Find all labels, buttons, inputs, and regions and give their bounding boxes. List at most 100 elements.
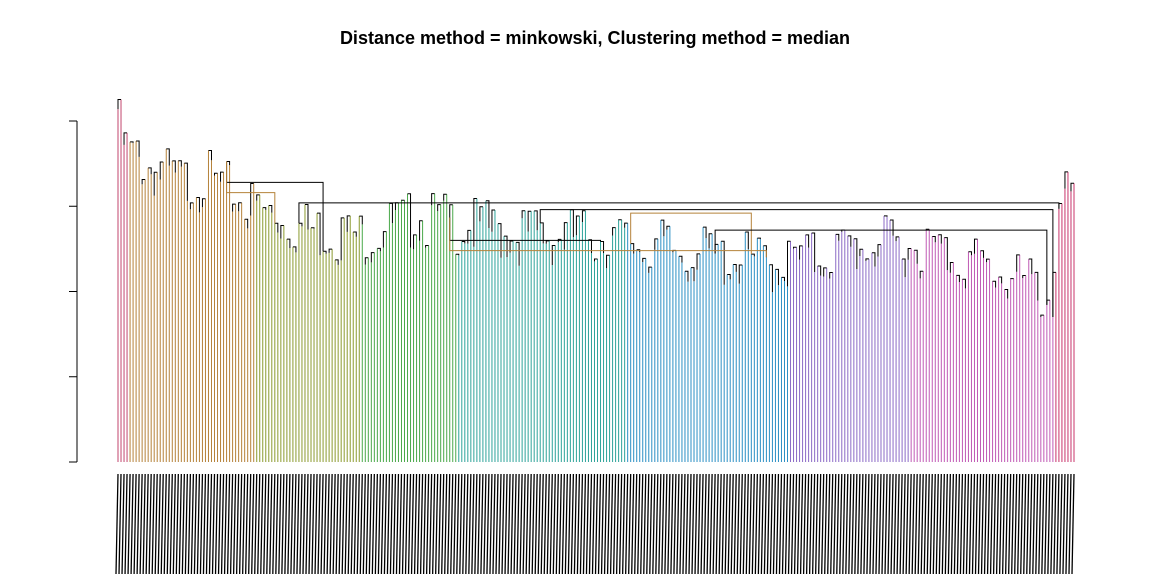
- leaf-pair-merge-14: [201, 198, 206, 208]
- leaf-label-209: [745, 473, 749, 575]
- leaf-label-135: [522, 473, 526, 575]
- leaf-pair-merge-18: [226, 160, 231, 166]
- leaf-label-158: [591, 473, 596, 575]
- leaf-label-297: [1011, 473, 1015, 575]
- leaf-label-280: [959, 473, 964, 575]
- leaf-label-104: [428, 473, 433, 575]
- leaf-label-137: [528, 473, 532, 575]
- leaf-pair-merge-16: [214, 172, 218, 176]
- leaf-pair-merge-34: [323, 250, 327, 254]
- leaf-label-44: [248, 473, 252, 575]
- leaf-pair-merge-153: [1040, 314, 1044, 317]
- dendrogram-merges: [226, 161, 1060, 317]
- leaf-label-38: [229, 473, 234, 575]
- leaf-label-30: [205, 473, 210, 575]
- leaf-pair-merge-124: [865, 258, 869, 261]
- leaf-label-187: [679, 473, 683, 575]
- leaf-label-102: [422, 473, 427, 575]
- leaf-label-150: [567, 473, 572, 575]
- leaf-label-10: [145, 473, 149, 575]
- leaf-pair-merge-81: [606, 254, 610, 269]
- leaf-label-226: [796, 473, 801, 575]
- leaf-label-312: [1056, 473, 1060, 575]
- leaf-pair-merge-138: [949, 262, 954, 273]
- leaf-label-294: [1001, 473, 1006, 575]
- leaf-label-127: [498, 473, 502, 575]
- leaf-label-123: [486, 473, 490, 575]
- leaf-pair-merge-136: [938, 234, 942, 244]
- leaf-label-131: [510, 473, 514, 575]
- leaf-label-111: [450, 473, 454, 575]
- leaf-pair-merge-19: [232, 203, 236, 212]
- leaf-label-45: [251, 473, 255, 575]
- leaf-label-170: [628, 473, 632, 575]
- leaf-pair-merge-65: [509, 240, 514, 253]
- leaf-pair-merge-113: [799, 245, 803, 260]
- leaf-label-42: [242, 473, 246, 575]
- leaf-label-149: [564, 473, 569, 575]
- leaf-pair-merge-7: [159, 161, 164, 180]
- leaf-label-13: [154, 473, 158, 575]
- leaf-label-236: [827, 473, 831, 575]
- leaf-label-109: [444, 473, 448, 575]
- leaf-label-282: [965, 473, 970, 575]
- leaf-pair-merge-135: [932, 236, 936, 243]
- leaf-pair-merge-49: [413, 234, 417, 250]
- leaf-label-250: [869, 473, 873, 575]
- leaf-pair-merge-33: [317, 212, 321, 256]
- leaf-label-228: [802, 473, 807, 575]
- leaf-pair-merge-70: [540, 222, 544, 244]
- leaf-pair-merge-72: [551, 244, 556, 265]
- leaf-label-305: [1035, 473, 1039, 575]
- leaf-label-16: [163, 473, 167, 575]
- leaf-label-61: [299, 473, 303, 575]
- leaf-label-263: [908, 473, 912, 575]
- leaf-pair-merge-127: [884, 215, 888, 217]
- leaf-label-204: [730, 473, 734, 575]
- leaf-label-295: [1005, 473, 1009, 575]
- leaf-label-184: [670, 473, 674, 575]
- leaf-label-106: [435, 473, 439, 575]
- leaf-label-19: [172, 473, 176, 575]
- leaf-label-24: [187, 473, 192, 575]
- leaf-label-87: [377, 473, 382, 575]
- leaf-pair-merge-97: [703, 226, 707, 239]
- leaf-pair-merge-121: [847, 235, 852, 247]
- leaf-label-260: [899, 473, 903, 575]
- leaf-label-77: [347, 473, 351, 575]
- leaf-label-163: [606, 473, 611, 575]
- leaf-label-242: [845, 473, 849, 575]
- leaf-label-247: [860, 473, 864, 575]
- leaf-label-192: [694, 473, 698, 575]
- leaf-pair-merge-80: [600, 240, 605, 254]
- leaf-label-83: [365, 473, 369, 575]
- leaf-label-288: [983, 473, 988, 575]
- leaf-label-194: [700, 473, 704, 575]
- leaf-pair-merge-126: [877, 244, 881, 257]
- leaf-label-148: [561, 473, 565, 575]
- leaf-label-216: [766, 473, 771, 575]
- leaf-label-299: [1017, 473, 1021, 575]
- leaf-pair-merge-54: [443, 193, 447, 201]
- leaf-label-252: [875, 473, 879, 575]
- leaf-label-191: [691, 473, 695, 575]
- leaf-pair-merge-109: [775, 268, 779, 286]
- leaf-pair-merge-52: [431, 193, 435, 206]
- leaf-label-40: [235, 473, 240, 575]
- leaf-label-221: [781, 473, 786, 575]
- leaf-label-261: [902, 473, 906, 575]
- leaf-label-276: [947, 473, 952, 575]
- leaf-label-154: [579, 473, 584, 575]
- leaf-label-178: [652, 473, 656, 575]
- leaf-pair-merge-5: [148, 167, 152, 175]
- leaf-label-18: [169, 473, 173, 575]
- leaf-pair-merge-61: [485, 200, 490, 228]
- leaf-label-67: [317, 473, 321, 575]
- leaf-label-86: [374, 473, 379, 575]
- leaf-label-181: [661, 473, 665, 575]
- leaf-label-39: [232, 473, 237, 575]
- leaf-pair-merge-32: [311, 227, 315, 229]
- leaf-label-227: [799, 473, 804, 575]
- leaf-pair-merge-37: [340, 217, 345, 261]
- leaf-label-171: [631, 473, 635, 575]
